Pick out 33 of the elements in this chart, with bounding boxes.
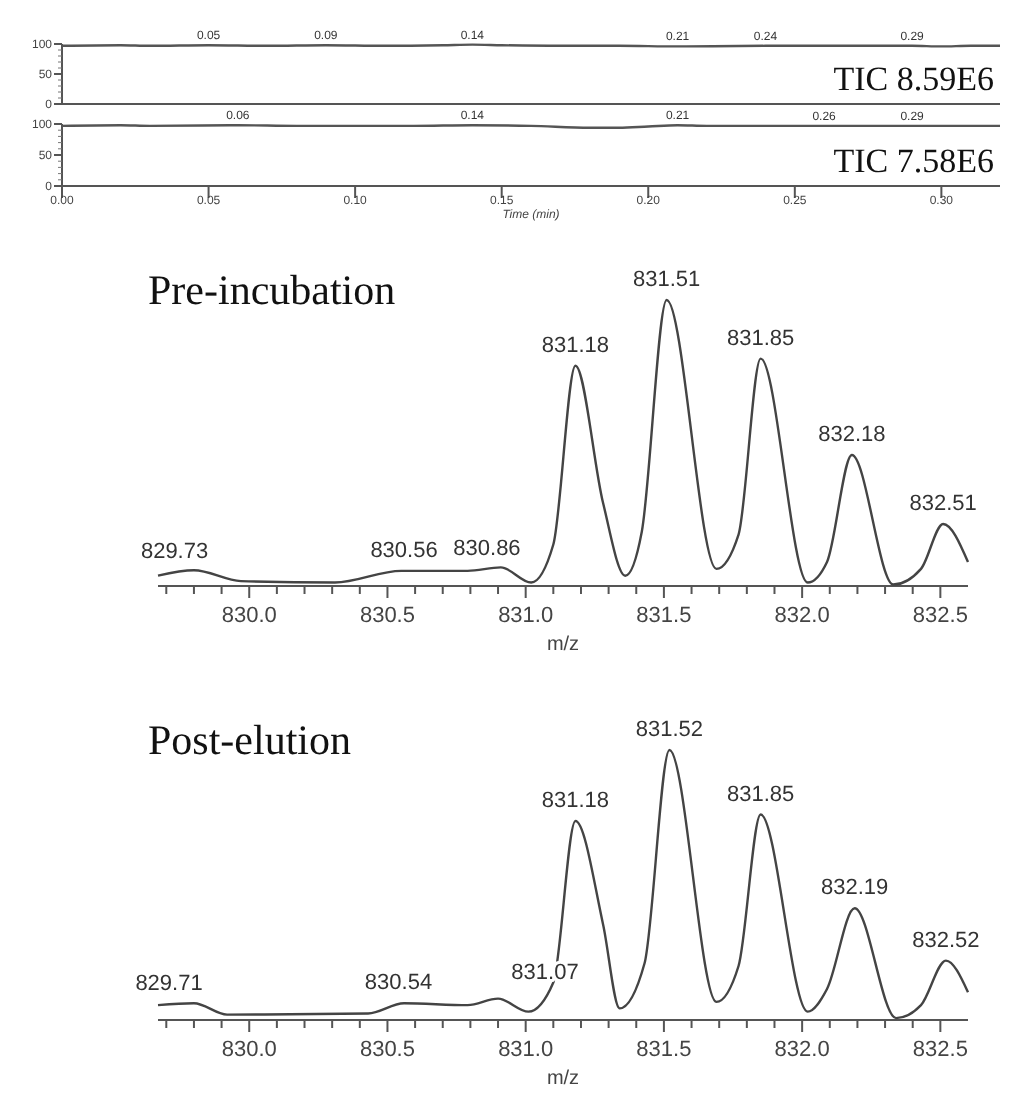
- x-tick-label: 830.5: [359, 604, 415, 628]
- annotation: 831.18: [541, 333, 610, 358]
- annotation: 831.85: [727, 782, 795, 807]
- x-axis-title: m/z: [546, 1068, 580, 1090]
- x-tick-label: 832.5: [912, 1038, 968, 1062]
- annotation: 831.85: [727, 326, 795, 351]
- annotation: 829.73: [140, 539, 209, 564]
- x-axis-title: m/z: [546, 634, 580, 656]
- x-tick-label: 831.0: [498, 604, 554, 628]
- chart-title: Post-elution: [148, 716, 353, 764]
- annotation: 829.71: [135, 971, 203, 996]
- annotation: 831.52: [635, 718, 704, 742]
- annotation: 832.19: [821, 876, 889, 901]
- annotation: 831.51: [633, 268, 701, 292]
- annotation: 832.51: [909, 491, 977, 516]
- x-tick-label: 832.5: [912, 604, 968, 628]
- annotation: 832.18: [818, 423, 886, 448]
- x-tick-label: 831.0: [498, 1038, 554, 1062]
- annotation: TIC 7.58E6: [833, 142, 994, 180]
- x-tick-label: 832.0: [774, 1038, 830, 1062]
- annotation: 830.54: [364, 971, 433, 996]
- x-tick-label: 832.0: [774, 604, 830, 628]
- x-tick-label: 831.5: [636, 1038, 692, 1062]
- annotation: 830.56: [370, 538, 438, 563]
- x-tick-label: 831.5: [636, 604, 692, 628]
- chart-title: Pre-incubation: [148, 266, 397, 314]
- annotation: TIC 8.59E6: [833, 60, 994, 98]
- annotation: 832.52: [912, 928, 980, 953]
- x-tick-label: 830.5: [359, 1038, 415, 1062]
- x-tick-label: 830.0: [221, 1038, 277, 1062]
- annotation: 830.86: [453, 536, 521, 561]
- x-tick-label: 830.0: [221, 604, 277, 628]
- annotation: 831.18: [541, 789, 610, 814]
